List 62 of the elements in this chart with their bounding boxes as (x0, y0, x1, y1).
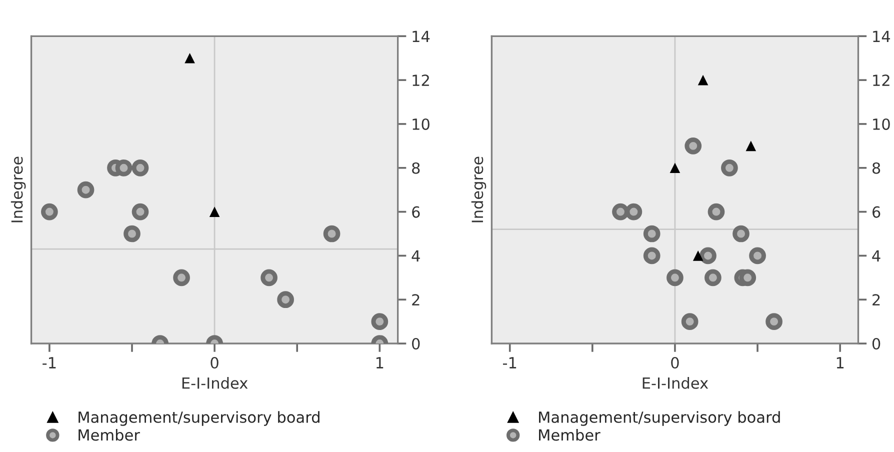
point (749, 247, 766, 264)
y-tick-label: 8 (412, 162, 420, 174)
point (643, 247, 660, 264)
point (184, 52, 195, 64)
point (323, 225, 340, 242)
point (666, 269, 684, 286)
legend-label: Management/supervisory board (539, 411, 780, 426)
point (684, 137, 702, 154)
point (77, 181, 94, 198)
point (732, 225, 750, 242)
point (124, 225, 140, 242)
point (708, 203, 725, 220)
x-axis-title: E-I-Index (182, 377, 248, 389)
legend-label: Member (78, 428, 140, 441)
point (643, 225, 660, 242)
y-tick-label: 8 (872, 162, 880, 174)
point (173, 269, 190, 286)
point (692, 250, 704, 261)
legend-label: Management/supervisory board (78, 411, 320, 426)
x-tick-label: 1 (836, 357, 844, 368)
point (277, 291, 294, 308)
point (746, 140, 756, 152)
x-tick-label: 0 (210, 356, 218, 369)
point (670, 162, 680, 174)
point (739, 269, 756, 286)
point (41, 203, 58, 220)
legend-label: Member (539, 428, 600, 441)
point (132, 159, 149, 176)
point (371, 313, 388, 330)
x-tick-label: -1 (502, 357, 516, 368)
point (209, 206, 220, 217)
x-tick-label: 1 (376, 357, 384, 368)
point (132, 203, 149, 220)
y-tick-label: 6 (412, 206, 420, 218)
y-tick-label: 14 (412, 30, 430, 42)
x-tick-label: -1 (42, 357, 56, 368)
y-tick-label: 10 (412, 118, 430, 130)
x-axis-title: E-I-Index (642, 377, 708, 389)
y-tick-label: 12 (412, 74, 429, 86)
point (721, 159, 738, 176)
point (612, 203, 629, 220)
y-tick-label: 2 (412, 294, 420, 306)
point (704, 269, 722, 286)
y-tick-label: 4 (412, 250, 420, 262)
y-tick-label: 0 (412, 338, 420, 350)
y-tick-label: 4 (872, 250, 880, 262)
point (625, 203, 642, 220)
y-tick-label: 10 (873, 118, 890, 130)
y-tick-label: 0 (872, 338, 880, 350)
x-tick-label: 0 (671, 356, 679, 369)
y-tick-label: 14 (873, 30, 890, 42)
y-tick-label: 6 (872, 206, 880, 218)
y-tick-label: 2 (872, 294, 880, 306)
point (700, 247, 716, 264)
point (260, 269, 278, 286)
point (698, 74, 708, 86)
y-axis-title: Indegree (471, 156, 486, 222)
point (681, 313, 698, 330)
y-tick-label: 12 (873, 74, 890, 86)
point (766, 313, 782, 330)
y-axis-title: Indegree (10, 156, 26, 222)
point (115, 159, 132, 176)
